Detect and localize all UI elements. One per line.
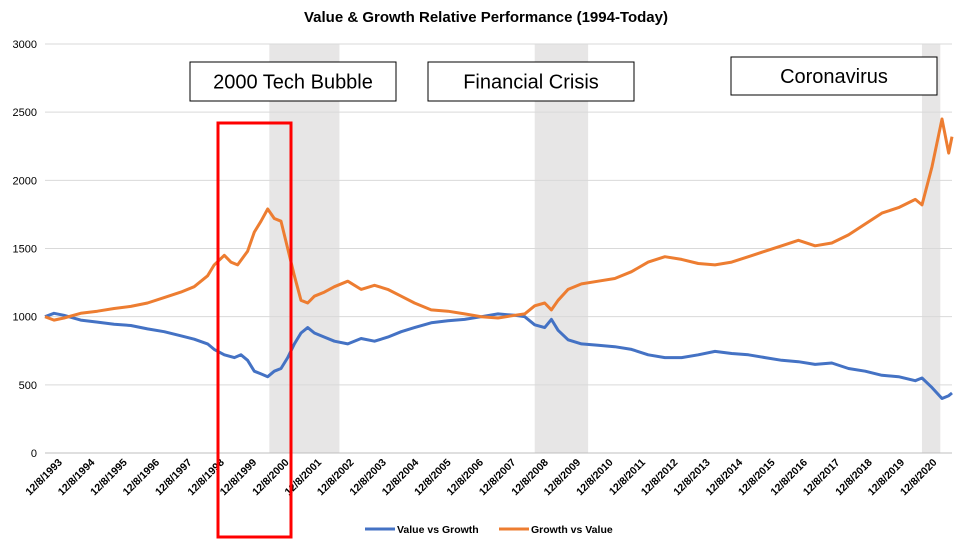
y-tick-label: 2500 [13, 107, 37, 119]
y-tick-label: 0 [31, 448, 37, 460]
series-lines [44, 117, 954, 400]
legend: Value vs Growth Growth vs Value [365, 524, 613, 536]
y-axis-ticks: 0 500 1000 1500 2000 2500 3000 [13, 39, 37, 460]
chart-title: Value & Growth Relative Performance (199… [304, 9, 668, 26]
y-tick-label: 2000 [13, 175, 37, 187]
legend-label-1: Growth vs Value [531, 524, 613, 536]
annotation-label-2: Coronavirus [780, 66, 888, 88]
annotation-box-0 [189, 61, 397, 102]
y-tick-label: 1000 [13, 312, 37, 324]
annotation-box-2 [730, 56, 938, 96]
annotations: 2000 Tech Bubble Financial Crisis Coronavi… [189, 56, 938, 539]
legend-label-0: Value vs Growth [397, 524, 479, 536]
gridlines [45, 43, 952, 454]
y-tick-label: 500 [19, 380, 37, 392]
y-tick-label: 1500 [13, 244, 37, 256]
annotation-label-1: Financial Crisis [463, 72, 599, 94]
x-axis: 12/8/199312/8/199412/8/199512/8/199612/8… [23, 457, 939, 499]
series-line-1 [44, 117, 954, 322]
series-line-0 [44, 311, 953, 400]
highlight-box [216, 121, 293, 539]
y-tick-label: 3000 [13, 39, 37, 51]
annotation-label-0: 2000 Tech Bubble [213, 72, 373, 94]
annotation-box-1 [427, 61, 635, 102]
